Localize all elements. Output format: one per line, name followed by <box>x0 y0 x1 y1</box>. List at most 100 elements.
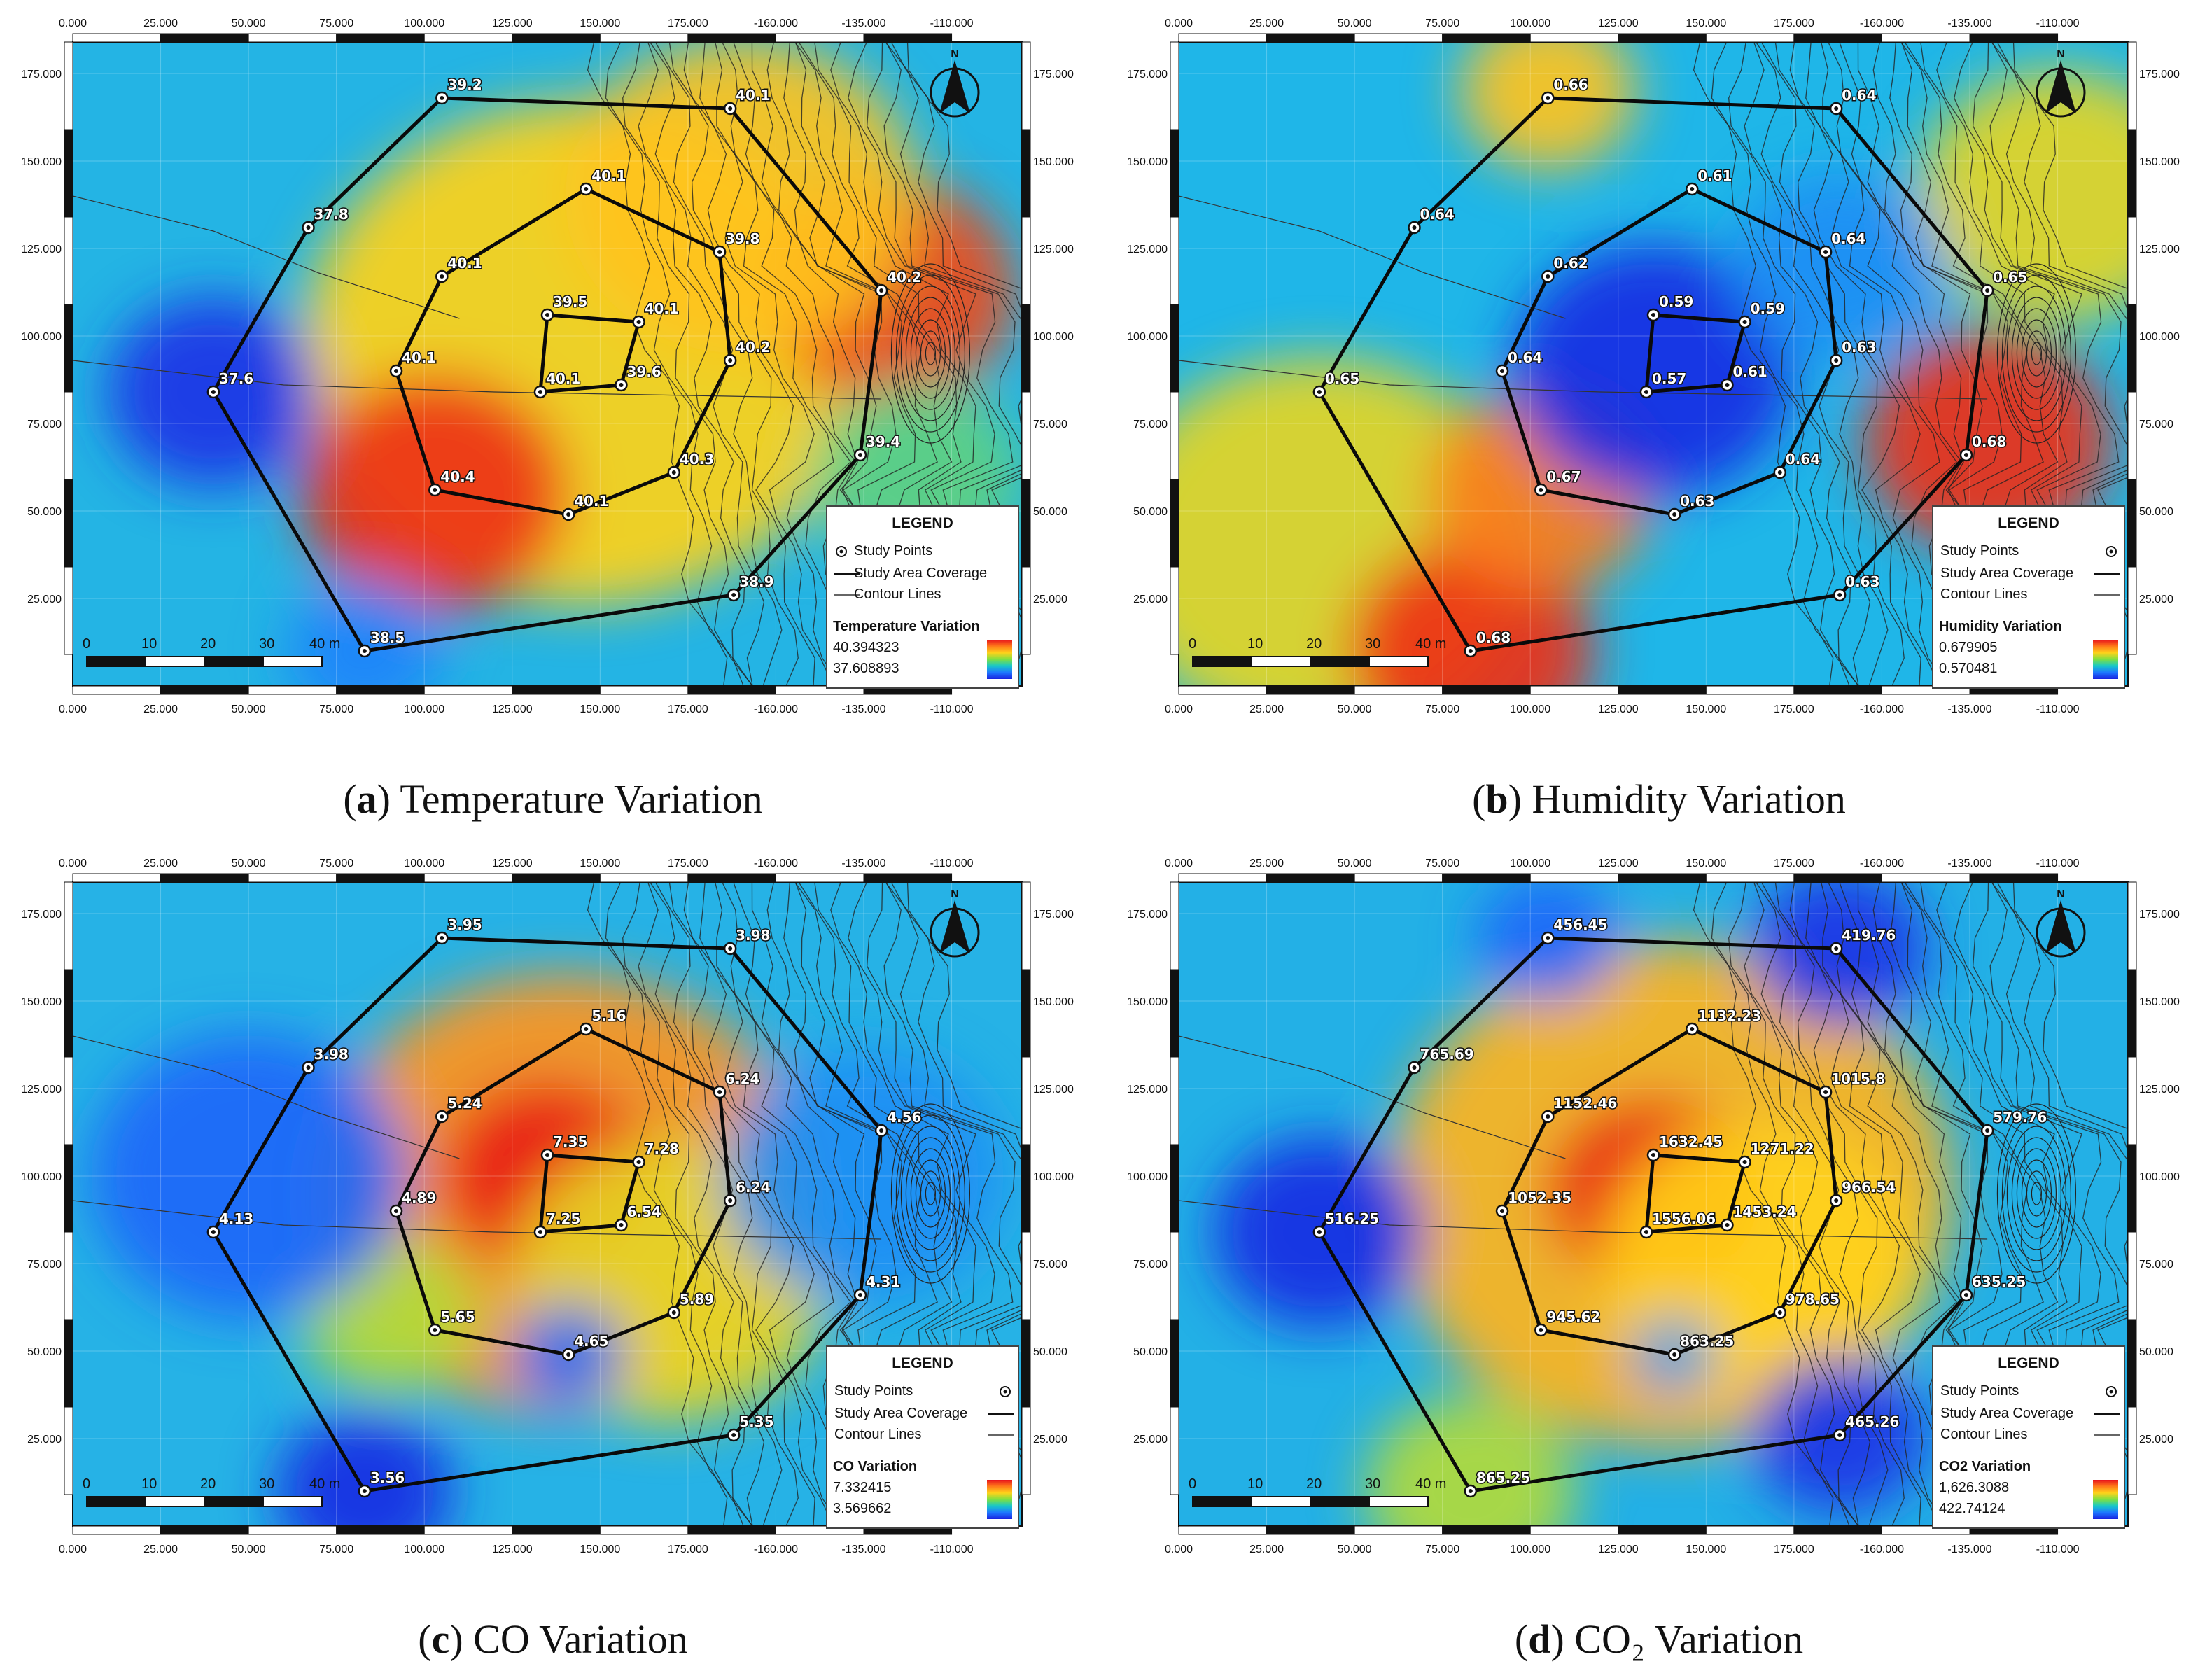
x-tick-label: -160.000 <box>754 858 798 869</box>
x-tick-label: 75.000 <box>1425 858 1460 869</box>
frame-segment <box>1021 41 1031 130</box>
contour-line <box>895 1114 966 1273</box>
study-point-dot <box>1651 313 1656 317</box>
color-ramp <box>987 640 1012 679</box>
y-tick-label: 25.000 <box>2139 594 2174 606</box>
study-point-dot <box>1690 1027 1695 1031</box>
x-tick-label: -135.000 <box>1947 704 1991 715</box>
study-point-value: 0.63 <box>1842 339 1876 356</box>
x-tick-label: 175.000 <box>1774 1544 1814 1555</box>
study-point-value: 0.65 <box>1325 370 1359 387</box>
frame-segment <box>1170 479 1180 568</box>
frame-segment <box>1021 1144 1031 1233</box>
frame-segment <box>2127 1319 2137 1408</box>
legend-coverage-label: Study Area Coverage <box>834 1406 968 1421</box>
x-tick-label: 150.000 <box>580 1544 620 1555</box>
legend-b: LEGEND Study Points Study Area Coverage … <box>1932 505 2125 689</box>
frame-segment <box>1021 129 1031 218</box>
study-point-dot <box>440 96 444 100</box>
x-tick-label: 0.000 <box>1165 704 1193 715</box>
x-tick-label: -135.000 <box>1947 1544 1991 1555</box>
frame-segment <box>64 216 74 305</box>
study-point-dot <box>1644 1230 1648 1234</box>
frame-segment <box>2127 969 2137 1058</box>
study-point-dot <box>306 1065 311 1070</box>
legend-contours-label: Contour Lines <box>854 587 941 602</box>
contour-line <box>733 42 857 686</box>
frame-segment <box>248 33 337 43</box>
legend-row-contours: Contour Lines <box>833 587 1016 605</box>
study-point-icon <box>2106 546 2117 557</box>
legend-points-label: Study Points <box>1940 1383 2019 1399</box>
frame-segment <box>1618 685 1707 695</box>
contour-line <box>920 330 941 377</box>
x-tick-label: 25.000 <box>1250 858 1284 869</box>
contour-line <box>1728 882 1859 1526</box>
study-point-dot <box>671 470 676 475</box>
x-tick-label: 25.000 <box>144 704 178 715</box>
study-point-value: 635.25 <box>1972 1273 2026 1290</box>
caption-c: (c) CO Variation <box>418 1616 688 1662</box>
contour-line <box>654 42 783 686</box>
legend-contours-label: Contour Lines <box>1940 587 2028 602</box>
scale-bar-segment <box>262 1496 323 1507</box>
x-tick-label: 50.000 <box>1338 1544 1372 1555</box>
scale-bar-label: 40 m <box>309 636 340 652</box>
scale-bar-segment <box>1192 656 1252 667</box>
study-point-value: 4.89 <box>402 1189 436 1206</box>
color-ramp <box>987 1480 1012 1519</box>
study-point-dot <box>306 225 311 230</box>
north-label: N <box>951 888 959 900</box>
frame-segment <box>1266 33 1355 43</box>
study-point-dot <box>858 453 862 457</box>
frame-segment <box>1881 33 1970 43</box>
study-point-value: 865.25 <box>1476 1469 1530 1486</box>
scale-bar-label: 30 <box>259 1476 274 1492</box>
legend-a: LEGEND Study Points Study Area Coverage … <box>826 505 1019 689</box>
scale-bar-segment <box>1310 1496 1370 1507</box>
legend-contours-label: Contour Lines <box>1940 1427 2028 1442</box>
study-point-dot <box>1837 1433 1842 1437</box>
frame-segment <box>512 685 601 695</box>
legend-row-points: Study Points <box>833 1383 1016 1401</box>
x-tick-label: 150.000 <box>580 18 620 29</box>
study-point-value: 1632.45 <box>1659 1133 1723 1150</box>
x-tick-label: 150.000 <box>580 858 620 869</box>
study-point-dot <box>1672 512 1677 517</box>
study-point-value: 39.8 <box>725 230 760 247</box>
y-tick-label: 150.000 <box>1033 996 1074 1008</box>
frame-segment <box>2127 41 2137 130</box>
x-tick-label: 0.000 <box>59 18 87 29</box>
y-tick-label: 125.000 <box>1127 1084 1168 1096</box>
y-tick-label: 75.000 <box>1133 419 1168 430</box>
frame-segment <box>1442 33 1531 43</box>
frame-segment <box>1178 873 1268 883</box>
frame-segment <box>1530 873 1619 883</box>
x-tick-label: -110.000 <box>930 704 974 715</box>
y-tick-label: 100.000 <box>2139 331 2180 343</box>
x-tick-label: 75.000 <box>319 1544 354 1555</box>
frame-segment <box>64 969 74 1058</box>
legend-points-label: Study Points <box>834 1383 913 1399</box>
frame-segment <box>1170 1144 1180 1233</box>
x-tick-label: 50.000 <box>1338 18 1372 29</box>
x-tick-label: 75.000 <box>1425 1544 1460 1555</box>
y-tick-label: 50.000 <box>2139 506 2174 518</box>
study-point-dot <box>1742 1160 1747 1164</box>
study-point-value: 40.1 <box>546 370 580 387</box>
contour-line <box>605 42 744 686</box>
frame-segment <box>687 685 776 695</box>
contour-line <box>1839 42 1963 686</box>
study-point-dot <box>619 383 624 387</box>
study-point-value: 40.1 <box>592 167 626 184</box>
x-tick-label: 150.000 <box>580 704 620 715</box>
map-d: 0.000 0.000 25.000 25.000 50.000 50.000 75.000… <box>1127 858 2180 1555</box>
scale-bar-segment <box>204 1496 264 1507</box>
frame-segment <box>1705 1525 1795 1535</box>
x-tick-label: -110.000 <box>2036 704 2080 715</box>
y-tick-label: 125.000 <box>1033 244 1074 255</box>
frame-segment <box>1021 1056 1031 1145</box>
y-tick-label: 175.000 <box>21 69 62 80</box>
study-point-dot <box>1985 1128 1990 1133</box>
x-tick-label: 175.000 <box>668 18 708 29</box>
